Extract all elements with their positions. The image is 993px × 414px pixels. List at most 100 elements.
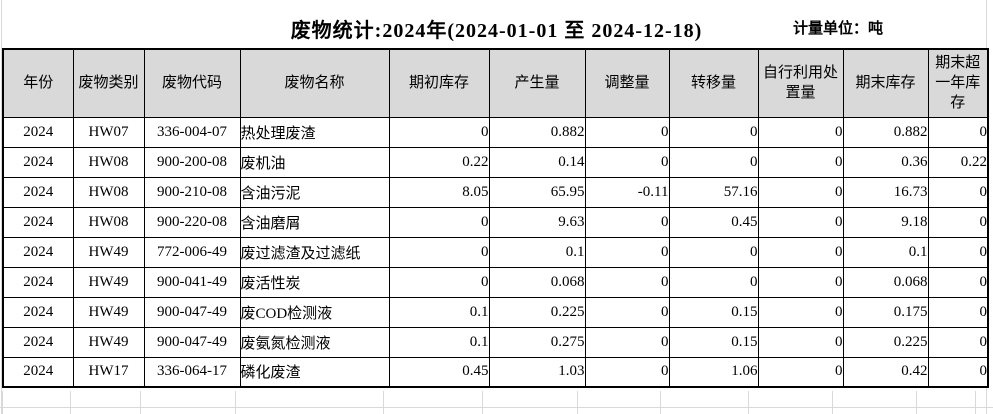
- table-cell: 0: [757, 356, 844, 388]
- table-cell: 0.45: [388, 356, 490, 388]
- column-header: 年份: [2, 48, 74, 118]
- table-cell: 336-064-17: [143, 356, 241, 388]
- table-cell: 1.03: [488, 356, 586, 388]
- table-cell: 900-041-49: [143, 266, 241, 298]
- table-cell: 0.36: [842, 146, 929, 178]
- column-header: 废物代码: [143, 48, 241, 118]
- table-cell: 废过滤渣及过滤纸: [239, 236, 390, 268]
- table-cell: 900-047-49: [143, 296, 241, 328]
- table-cell: 0.22: [388, 146, 490, 178]
- empty-grid-cell: [749, 391, 833, 414]
- table-cell: 0: [584, 236, 670, 268]
- table-cell: 0: [927, 296, 989, 328]
- empty-grid-cell: [384, 391, 483, 414]
- table-cell: 0.882: [488, 116, 586, 148]
- column-header: 调整量: [584, 48, 670, 118]
- table-row: 2024 HW07 336-004-07 热处理废渣 0 0.882 0 0 0 0.882 0: [2, 116, 989, 148]
- empty-grid-cell: [71, 391, 141, 414]
- table-cell: 废氨氮检测液: [239, 326, 390, 358]
- table-row: 2024 HW49 900-047-49 废氨氮检测液 0.1 0.275 0 0.15 0 0.…: [2, 326, 989, 358]
- table-cell: 0.15: [668, 296, 759, 328]
- table-cell: 磷化废渣: [239, 356, 390, 388]
- table-cell: 0: [927, 266, 989, 298]
- table-cell: 8.05: [388, 176, 490, 208]
- table-body: 2024 HW07 336-004-07 热处理废渣 0 0.882 0 0 0 0.882 0 20…: [2, 116, 989, 388]
- table-cell: 2024: [2, 116, 74, 148]
- table-cell: 热处理废渣: [239, 116, 390, 148]
- empty-grid-cell: [483, 391, 578, 414]
- spreadsheet-grid-left-edge: [1, 0, 2, 414]
- table-cell: 含油污泥: [239, 176, 390, 208]
- table-cell: 16.73: [842, 176, 929, 208]
- table-cell: 0: [757, 116, 844, 148]
- empty-grid-cell: [833, 391, 917, 414]
- unit-label: 计量单位：吨: [793, 21, 884, 37]
- table-cell: 0: [668, 146, 759, 178]
- table-cell: 2024: [2, 266, 74, 298]
- table-cell: 0.1: [388, 326, 490, 358]
- table-cell: 0.882: [842, 116, 929, 148]
- title-bar: 废物统计:2024年(2024-01-01 至 2024-12-18) 计量单位…: [0, 0, 993, 48]
- column-header: 自行利用处置量: [757, 48, 844, 118]
- table-cell: 9.63: [488, 206, 586, 238]
- table-row: 2024 HW08 900-220-08 含油磨屑 0 9.63 0 0.45 0 9.18 0: [2, 206, 989, 238]
- table-cell: 2024: [2, 296, 74, 328]
- table-cell: 0: [584, 116, 670, 148]
- table-cell: 0: [927, 116, 989, 148]
- table-cell: 0: [668, 236, 759, 268]
- empty-grid-cell: [236, 391, 384, 414]
- report-title: 废物统计:2024年(2024-01-01 至 2024-12-18): [290, 20, 703, 42]
- empty-grid-cell: [141, 391, 236, 414]
- table-cell: 0.14: [488, 146, 586, 178]
- table-cell: 0: [388, 236, 490, 268]
- table-cell: 900-047-49: [143, 326, 241, 358]
- table-cell: 0: [584, 146, 670, 178]
- table-cell: 2024: [2, 206, 74, 238]
- table-cell: HW08: [72, 206, 145, 238]
- table-cell: 0.275: [488, 326, 586, 358]
- table-cell: 废COD检测液: [239, 296, 390, 328]
- table-cell: 2024: [2, 176, 74, 208]
- table-cell: 2024: [2, 146, 74, 178]
- empty-grid-cell: [2, 391, 71, 414]
- table-cell: 1.06: [668, 356, 759, 388]
- table-cell: 900-200-08: [143, 146, 241, 178]
- column-header: 转移量: [668, 48, 759, 118]
- table-cell: 0: [927, 236, 989, 268]
- table-cell: 772-006-49: [143, 236, 241, 268]
- table-cell: 0: [927, 176, 989, 208]
- table-cell: 0: [927, 356, 989, 388]
- table-cell: 9.18: [842, 206, 929, 238]
- table-cell: 废活性炭: [239, 266, 390, 298]
- table-cell: 0.068: [488, 266, 586, 298]
- table-cell: 2024: [2, 356, 74, 388]
- table-cell: HW07: [72, 116, 145, 148]
- column-header: 期末库存: [842, 48, 929, 118]
- table-cell: 0: [388, 266, 490, 298]
- empty-grid-row: [2, 391, 976, 414]
- table-cell: HW49: [72, 236, 145, 268]
- table-cell: 0: [584, 356, 670, 388]
- column-header: 废物类别: [72, 48, 145, 118]
- table-cell: 0: [388, 116, 490, 148]
- table-cell: 0: [388, 206, 490, 238]
- table-cell: HW49: [72, 296, 145, 328]
- table-row: 2024 HW49 772-006-49 废过滤渣及过滤纸 0 0.1 0 0 0 0.1 0: [2, 236, 989, 268]
- table-cell: 0.42: [842, 356, 929, 388]
- table-row: 2024 HW08 900-210-08 含油污泥 8.05 65.95 -0.11 57.1…: [2, 176, 989, 208]
- table-row: 2024 HW49 900-047-49 废COD检测液 0.1 0.225 0 0.15 0 0…: [2, 296, 989, 328]
- table-cell: 含油磨屑: [239, 206, 390, 238]
- column-header: 产生量: [488, 48, 586, 118]
- table-cell: 废机油: [239, 146, 390, 178]
- table-cell: 0: [757, 146, 844, 178]
- table-cell: 2024: [2, 236, 74, 268]
- table-cell: 0.225: [842, 326, 929, 358]
- table-cell: HW49: [72, 326, 145, 358]
- table-cell: 0: [927, 206, 989, 238]
- table-cell: 0: [757, 266, 844, 298]
- table-header: 年份 废物类别 废物代码 废物名称 期初库存 产生量 调整量 转移量 自行利用处置量 期末库存 期末…: [2, 48, 989, 118]
- table-cell: 0.1: [488, 236, 586, 268]
- empty-grid-cell: [578, 391, 661, 414]
- table-row: 2024 HW08 900-200-08 废机油 0.22 0.14 0 0 0 0.36 0.22: [2, 146, 989, 178]
- table-cell: 0: [668, 266, 759, 298]
